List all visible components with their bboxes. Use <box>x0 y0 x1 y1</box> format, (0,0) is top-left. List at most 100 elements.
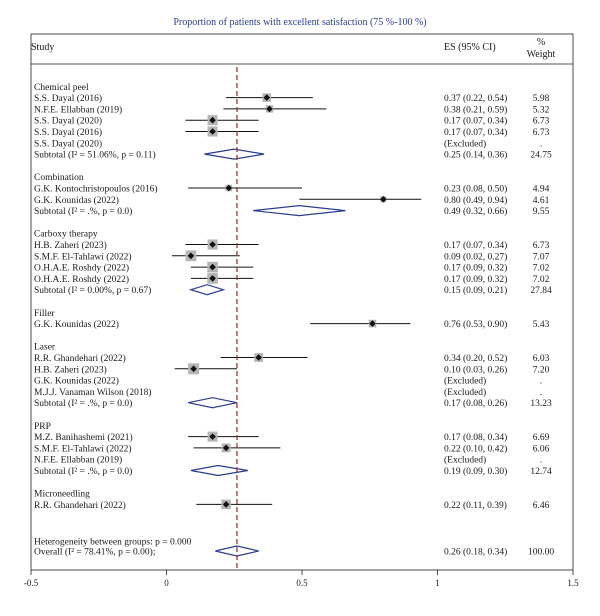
group-heading: Microneedling <box>34 490 90 500</box>
study-weight: 6.73 <box>533 117 550 127</box>
study-weight: . <box>540 377 542 387</box>
study-weight: . <box>540 456 542 466</box>
x-tick-label: -0.5 <box>24 578 39 588</box>
overall-diamond <box>215 545 259 557</box>
group-heading: Combination <box>34 173 84 183</box>
study-weight: . <box>540 139 542 149</box>
study-point <box>209 263 216 271</box>
subtotal-weight: 27.84 <box>530 286 552 296</box>
study-es-ci: 0.10 (0.03, 0.26) <box>444 364 507 375</box>
x-tick-label: 0.5 <box>296 578 308 588</box>
subtotal-diamond <box>188 284 226 296</box>
study-point <box>209 128 216 135</box>
study-es-ci: (Excluded) <box>444 455 486 466</box>
study-es-ci: 0.22 (0.10, 0.42) <box>444 443 507 454</box>
study-label: S.S. Dayal (2020) <box>34 116 102 127</box>
study-point <box>222 444 230 452</box>
study-weight: 6.06 <box>533 444 550 454</box>
study-label: O.H.A.E. Roshdy (2022) <box>34 274 129 285</box>
x-tick-label: 0 <box>164 578 169 588</box>
study-label: O.H.A.E. Roshdy (2022) <box>34 263 129 274</box>
study-label: N.F.E. Ellabban (2019) <box>34 455 122 466</box>
study-es-ci: (Excluded) <box>444 387 486 398</box>
study-es-ci: 0.37 (0.22, 0.54) <box>444 93 507 104</box>
study-weight: 7.20 <box>533 365 550 375</box>
subtotal-label: Subtotal (I² = 51.06%, p = 0.11) <box>34 150 156 161</box>
study-label: N.F.E. Ellabban (2019) <box>34 104 122 115</box>
overall-weight: 100.00 <box>528 548 554 558</box>
study-es-ci: 0.17 (0.08, 0.34) <box>444 432 507 443</box>
x-tick-label: 1.5 <box>567 578 579 588</box>
study-point <box>266 105 273 113</box>
study-point <box>187 252 195 260</box>
x-tick-label: 1 <box>435 578 440 588</box>
study-es-ci: 0.34 (0.20, 0.52) <box>444 353 507 364</box>
study-weight: 6.03 <box>533 354 550 364</box>
subtotal-label: Subtotal (I² = 0.00%, p = 0.67) <box>34 285 151 296</box>
study-weight: 4.94 <box>533 185 550 195</box>
study-label: G.K. Kounidas (2022) <box>34 319 119 330</box>
study-point <box>263 94 271 101</box>
study-es-ci: 0.17 (0.09, 0.32) <box>444 274 507 285</box>
study-weight: 6.46 <box>533 501 550 511</box>
study-es-ci: 0.17 (0.09, 0.32) <box>444 263 507 274</box>
study-label: R.R. Ghandehari (2022) <box>34 500 126 511</box>
subtotal-es-ci: 0.19 (0.09, 0.30) <box>444 466 507 477</box>
subtotal-label: Subtotal (I² = .%, p = 0.0) <box>34 466 132 477</box>
x-axis: -0.5 0 0.5 1 1.5 <box>24 570 579 588</box>
study-point <box>222 501 230 508</box>
study-point <box>209 241 216 248</box>
group-heading: Carboxy therapy <box>34 230 98 240</box>
study-weight: 7.02 <box>533 264 550 274</box>
study-point <box>209 116 216 124</box>
study-weight: 6.73 <box>533 241 550 251</box>
group-heading: Laser <box>34 343 56 353</box>
study-label: S.S. Dayal (2016) <box>34 93 102 104</box>
study-label: S.M.F. El-Tahlawi (2022) <box>34 251 132 262</box>
study-weight: . <box>540 388 542 398</box>
study-label: G.K. Kontochristopoulos (2016) <box>34 184 158 195</box>
study-point <box>209 433 216 440</box>
overall-label: Overall (I² = 78.41%, p = 0.00); <box>34 547 155 558</box>
study-es-ci: 0.80 (0.49, 0.94) <box>444 195 507 206</box>
study-label: M.Z. Banihashemi (2021) <box>34 432 133 443</box>
study-es-ci: 0.23 (0.08, 0.50) <box>444 184 507 195</box>
study-weight: 6.73 <box>533 128 550 138</box>
study-es-ci: 0.17 (0.07, 0.34) <box>444 127 507 138</box>
study-point <box>380 196 387 203</box>
subtotal-es-ci: 0.15 (0.09, 0.21) <box>444 285 507 296</box>
subtotal-diamond <box>253 204 346 217</box>
header-es: ES (95% CI) <box>444 42 496 53</box>
study-point <box>225 184 233 192</box>
group-heading: Chemical peel <box>34 83 89 93</box>
study-point <box>369 320 376 327</box>
study-point <box>255 354 262 361</box>
study-es-ci: 0.38 (0.21, 0.59) <box>444 104 507 115</box>
study-es-ci: 0.09 (0.02, 0.27) <box>444 251 507 262</box>
header-weight-symbol: % <box>537 37 545 48</box>
subtotal-diamond <box>188 397 238 409</box>
study-weight: 7.02 <box>533 275 550 285</box>
overall-es-ci: 0.26 (0.18, 0.34) <box>444 547 507 558</box>
study-weight: 5.43 <box>533 320 550 330</box>
study-weight: 4.61 <box>533 196 550 206</box>
study-es-ci: (Excluded) <box>444 376 486 387</box>
study-es-ci: 0.17 (0.07, 0.34) <box>444 240 507 251</box>
subtotal-es-ci: 0.17 (0.08, 0.26) <box>444 398 507 409</box>
study-label: M.J.J. Vanaman Wilson (2018) <box>34 387 151 398</box>
header-study: Study <box>31 42 54 53</box>
study-label: S.S. Dayal (2020) <box>34 138 102 149</box>
study-label: R.R. Ghandehari (2022) <box>34 353 126 364</box>
study-weight: 6.69 <box>533 433 550 443</box>
study-label: G.K. Kounidas (2022) <box>34 195 119 206</box>
subtotal-weight: 24.75 <box>530 151 552 161</box>
subtotal-weight: 13.23 <box>530 399 552 409</box>
subtotal-label: Subtotal (I² = .%, p = 0.0) <box>34 206 132 217</box>
study-weight: 5.32 <box>533 105 550 115</box>
study-es-ci: 0.17 (0.07, 0.34) <box>444 116 507 127</box>
subtotal-es-ci: 0.49 (0.32, 0.66) <box>444 206 507 217</box>
group-heading: Filler <box>34 309 55 319</box>
study-es-ci: (Excluded) <box>444 138 486 149</box>
